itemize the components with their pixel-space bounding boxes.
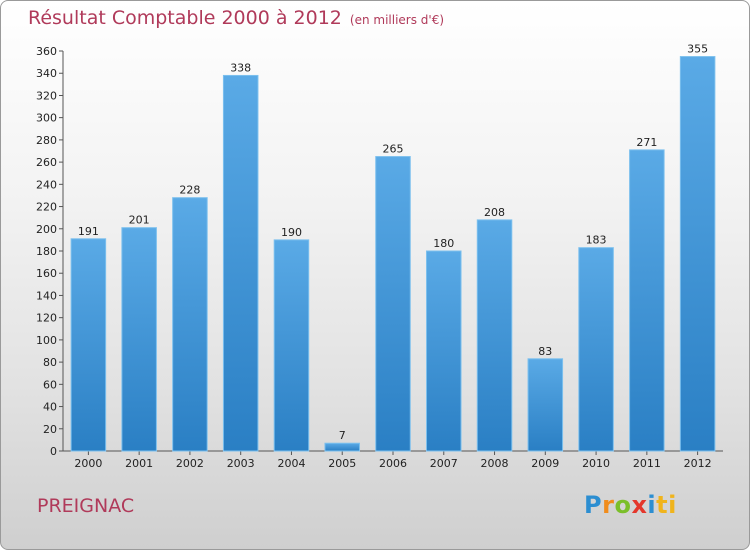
chart-title: Résultat Comptable 2000 à 2012 (en millie… — [28, 7, 444, 29]
x-tick-label: 2004 — [277, 457, 305, 470]
y-tick-label: 220 — [36, 201, 57, 214]
data-label: 355 — [687, 43, 708, 56]
y-tick-label: 260 — [36, 156, 57, 169]
data-label: 338 — [230, 61, 251, 74]
logo-letter: r — [602, 491, 615, 519]
bar-2001 — [121, 227, 157, 452]
y-tick-label: 200 — [36, 223, 57, 236]
chart-subtitle: (en milliers d'€) — [349, 13, 445, 27]
data-label: 228 — [179, 184, 200, 197]
y-tick-label: 140 — [36, 289, 57, 302]
data-label: 183 — [586, 234, 607, 247]
data-label: 83 — [538, 345, 552, 358]
x-tick-label: 2009 — [531, 457, 559, 470]
town-name: PREIGNAC — [37, 495, 135, 517]
data-label: 191 — [78, 225, 99, 238]
y-tick-label: 240 — [36, 178, 57, 191]
y-tick-label: 120 — [36, 312, 57, 325]
x-tick-label: 2007 — [430, 457, 458, 470]
bar-2011 — [629, 149, 665, 452]
bar-2012 — [679, 56, 716, 452]
data-label: 180 — [433, 237, 454, 250]
x-tick-label: 2008 — [481, 457, 509, 470]
y-tick-label: 340 — [36, 67, 57, 80]
x-tick-label: 2001 — [125, 457, 153, 470]
proxiti-logo: Proxiti — [584, 491, 677, 519]
logo-letter: t — [656, 491, 669, 519]
bar-2010 — [578, 247, 614, 452]
data-label: 201 — [129, 214, 150, 227]
bar-2009 — [527, 358, 564, 452]
y-tick-label: 100 — [36, 334, 57, 347]
x-tick-label: 2010 — [582, 457, 610, 470]
bar-2008 — [476, 219, 513, 452]
bar-2006 — [375, 156, 411, 452]
logo-letter: P — [584, 491, 603, 519]
y-tick-label: 0 — [50, 445, 57, 458]
x-tick-label: 2000 — [74, 457, 102, 470]
bar-2005 — [324, 442, 360, 452]
chart-title-text: Résultat Comptable 2000 à 2012 — [28, 7, 342, 29]
y-tick-label: 60 — [43, 378, 57, 391]
x-tick-label: 2011 — [633, 457, 661, 470]
y-tick-label: 40 — [43, 401, 57, 414]
data-label: 265 — [383, 143, 404, 156]
logo-letter: x — [631, 491, 648, 519]
bar-2003 — [222, 74, 259, 452]
logo-letter: i — [668, 491, 677, 519]
x-tick-label: 2003 — [227, 457, 255, 470]
x-tick-label: 2006 — [379, 457, 407, 470]
y-tick-label: 20 — [43, 423, 57, 436]
y-tick-label: 180 — [36, 245, 57, 258]
x-tick-label: 2012 — [684, 457, 712, 470]
logo-letter: o — [614, 491, 632, 519]
y-tick-label: 300 — [36, 112, 57, 125]
bar-layer — [70, 56, 716, 452]
bar-2007 — [426, 250, 462, 452]
x-tick-label: 2005 — [328, 457, 356, 470]
y-tick-label: 80 — [43, 356, 57, 369]
data-label: 271 — [636, 136, 657, 149]
y-tick-label: 360 — [36, 45, 57, 58]
data-label: 208 — [484, 206, 505, 219]
y-tick-label: 320 — [36, 89, 57, 102]
bar-2000 — [70, 238, 107, 452]
label-layer: 191 201 228 338 190 7 265 180 208 83 183 271 355 — [78, 43, 708, 443]
bar-2004 — [273, 239, 310, 452]
data-label: 190 — [281, 226, 302, 239]
x-tick-label: 2002 — [176, 457, 204, 470]
y-tick-label: 160 — [36, 267, 57, 280]
y-tick-label: 280 — [36, 134, 57, 147]
data-label: 7 — [339, 429, 346, 442]
logo-letter: i — [647, 491, 657, 519]
bar-2002 — [172, 197, 208, 452]
